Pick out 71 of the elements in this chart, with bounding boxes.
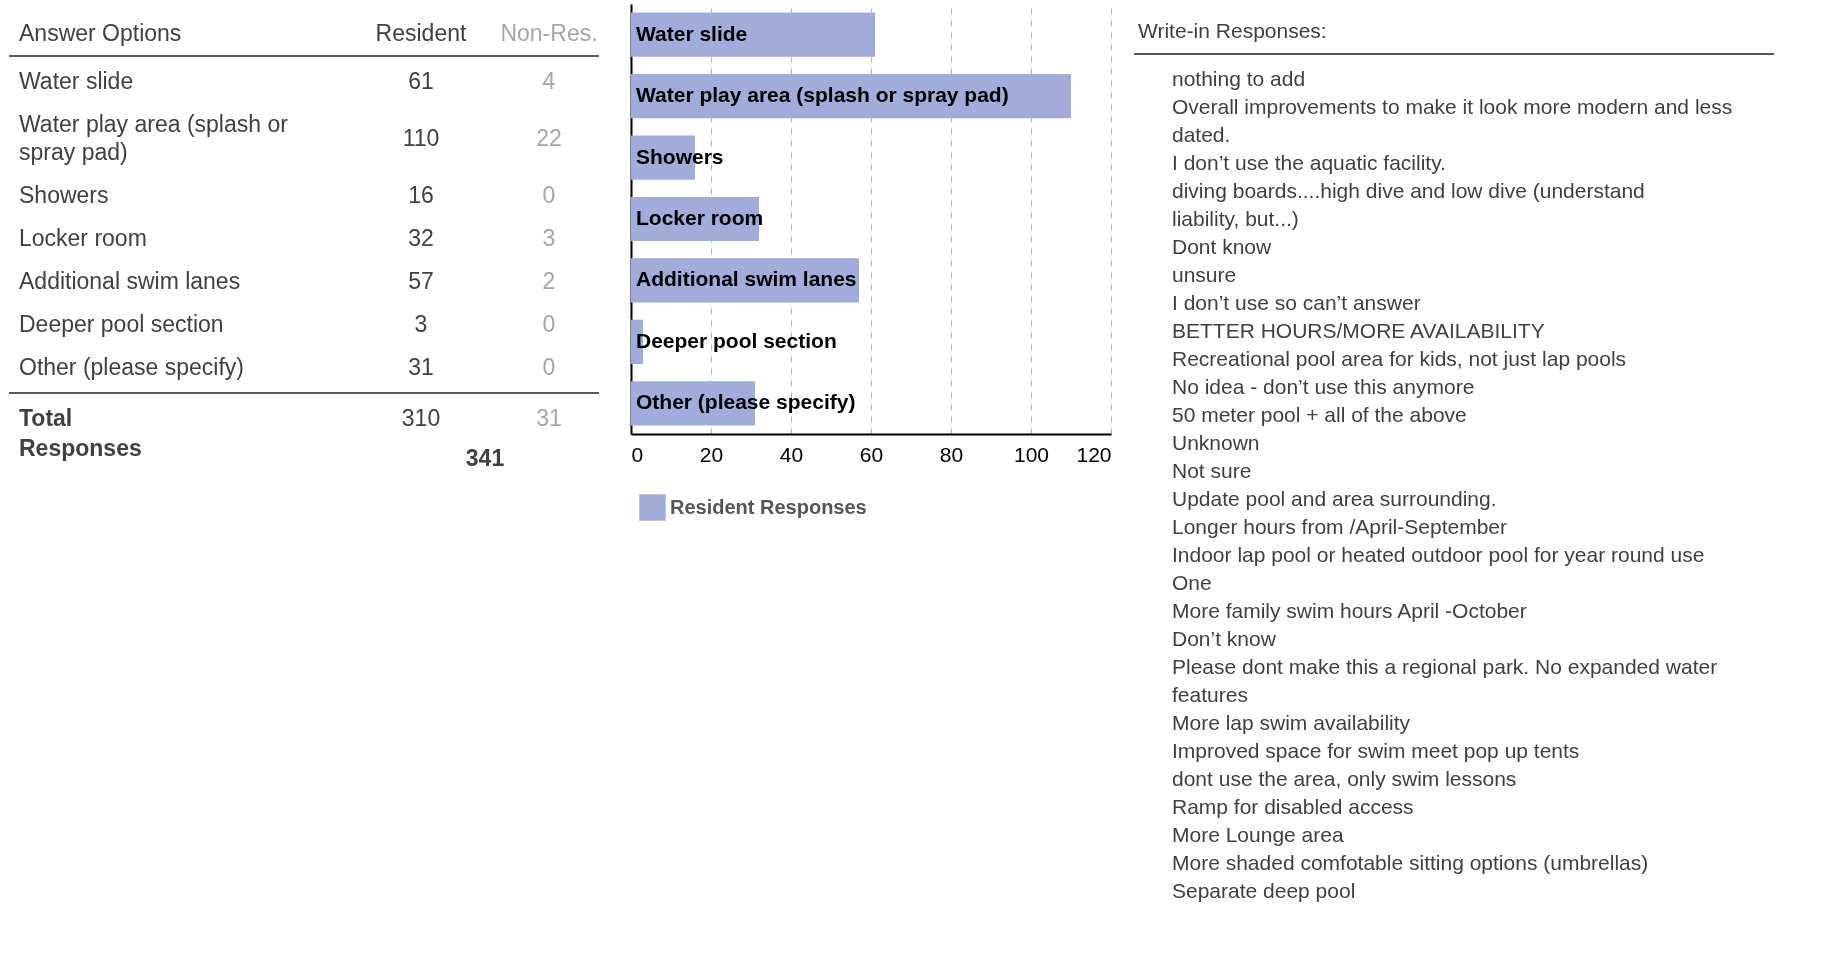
category-label: Water slide — [19, 68, 134, 94]
text: No idea - don’t use this anymore — [1172, 375, 1475, 398]
text: Indoor lap pool or heated outdoor pool for year round use — [1172, 543, 1705, 566]
data-label: 22 — [536, 125, 562, 151]
text: unsure — [1172, 263, 1237, 286]
category-label: Water play area (splash or spray pad) — [19, 111, 289, 165]
data-label: 0 — [542, 182, 556, 208]
legend-label: Resident — [375, 20, 467, 46]
data-label: 4 — [542, 68, 556, 94]
text: 50 meter pool + all of the above — [1172, 403, 1467, 426]
y-tick-label: Showers — [636, 144, 724, 168]
data-label: 61 — [408, 68, 434, 94]
y-tick-label: Locker room — [636, 206, 764, 229]
text: More Lounge area — [1172, 823, 1344, 846]
text: diving boards....high dive and low dive (understand liability, but...) — [1172, 179, 1645, 230]
category-label: Deeper pool section — [19, 311, 224, 337]
data-label: 2 — [542, 268, 556, 294]
data-label: 3 — [542, 225, 556, 251]
category-label: Showers — [19, 182, 109, 208]
text: Total Responses — [19, 405, 142, 461]
y-tick-label: Water slide — [636, 21, 748, 45]
text: One — [1172, 571, 1212, 594]
text: I don’t use the aquatic facility. — [1172, 151, 1446, 174]
data-label: 0 — [542, 311, 556, 337]
text: Improved space for swim meet pop up tents — [1172, 739, 1580, 762]
data-label: 16 — [408, 182, 434, 208]
x-tick-label: 60 — [859, 442, 884, 466]
text: More lap swim availability — [1172, 711, 1411, 734]
text: I don’t use so can’t answer — [1172, 291, 1421, 314]
text: nothing to add — [1172, 67, 1306, 90]
x-tick-label: 40 — [779, 442, 804, 466]
y-tick-label: Deeper pool section — [636, 328, 837, 352]
category-label: Locker room — [19, 225, 147, 251]
text: More family swim hours April -October — [1172, 599, 1527, 622]
text: 310 — [401, 405, 441, 431]
text: Update pool and area surrounding. — [1172, 487, 1497, 510]
data-label: 31 — [408, 354, 434, 380]
y-tick-label: Additional swim lanes — [636, 267, 857, 291]
y-tick-label: Water play area (splash or spray pad) — [636, 83, 1009, 107]
text: Not sure — [1172, 459, 1252, 482]
text: Dont know — [1172, 235, 1273, 258]
data-label: 32 — [408, 225, 434, 251]
text: dont use the area, only swim lessons — [1172, 767, 1517, 790]
y-tick-label: Other (please specify) — [636, 390, 856, 414]
text: Longer hours from /April-September — [1172, 515, 1507, 538]
category-label: Additional swim lanes — [19, 268, 241, 294]
text: Overall improvements to make it look more modern and less dated. — [1172, 95, 1733, 146]
x-tick-label: 80 — [939, 442, 964, 466]
text: Write-in Responses: — [1138, 19, 1327, 42]
text: Separate deep pool — [1172, 879, 1356, 902]
data-label: 0 — [542, 354, 556, 380]
text: Ramp for disabled access — [1172, 795, 1414, 818]
text: Unknown — [1172, 431, 1260, 454]
data-label: 3 — [414, 311, 428, 337]
legend-label: Non-Res. — [500, 20, 598, 46]
text: 31 — [536, 405, 562, 431]
text: Please dont make this a regional park. No expanded water features — [1172, 655, 1718, 706]
x-tick-label: 20 — [699, 442, 724, 466]
x-tick-label: 120 — [1076, 442, 1112, 466]
text: Recreational pool area for kids, not just lap pools — [1172, 347, 1627, 370]
data-label: 110 — [402, 125, 440, 151]
text: Don’t know — [1172, 627, 1277, 650]
legend-label: Resident Responses — [670, 495, 867, 518]
text: 341 — [465, 445, 505, 471]
data-label: 57 — [408, 268, 434, 294]
text: Answer Options — [19, 20, 182, 46]
text: BETTER HOURS/MORE AVAILABILITY — [1172, 319, 1545, 342]
text: More shaded comfotable sitting options (umbrellas) — [1172, 851, 1649, 874]
category-label: Other (please specify) — [19, 354, 244, 380]
x-tick-label: 0 — [631, 442, 644, 466]
x-tick-label: 100 — [1013, 442, 1050, 466]
